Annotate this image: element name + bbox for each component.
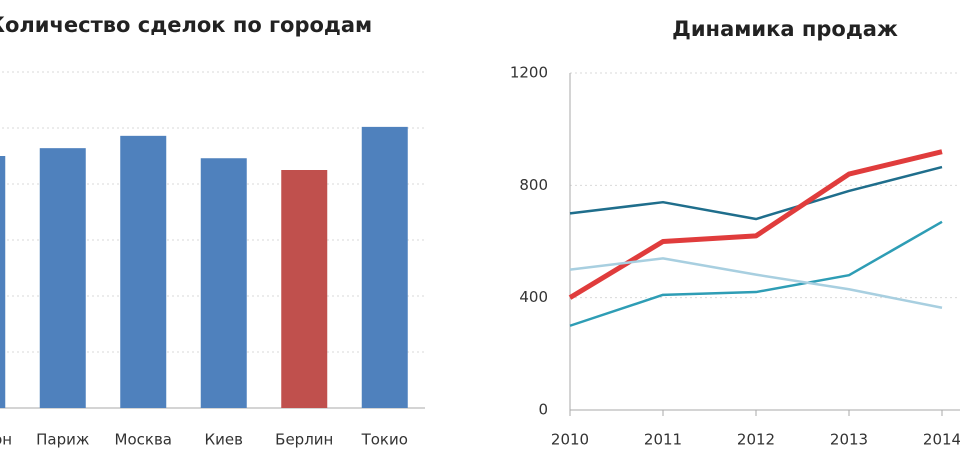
bar	[120, 135, 167, 408]
line-series	[569, 257, 943, 310]
x-tick-label: Берлин	[275, 431, 333, 449]
y-tick-label: 1200	[510, 64, 548, 82]
chart-title: Количество сделок по городам	[0, 13, 372, 37]
x-tick-label: Москва	[115, 431, 172, 449]
y-tick-label: 0	[538, 401, 548, 419]
x-tick-label: 2011	[644, 431, 682, 449]
chart-title: Динамика продаж	[672, 17, 898, 41]
x-tick-label: 2013	[830, 431, 868, 449]
bar	[39, 148, 86, 408]
x-tick-label: 2014	[923, 431, 960, 449]
x-tick-label: Токио	[361, 431, 408, 449]
bar	[200, 158, 247, 408]
line-series	[569, 220, 943, 327]
x-tick-label: 2012	[737, 431, 775, 449]
bar	[281, 170, 328, 408]
bar	[0, 156, 6, 408]
line-series	[569, 165, 943, 221]
bar	[361, 126, 408, 408]
y-tick-label: 400	[519, 288, 548, 306]
x-tick-label: Лондон	[0, 431, 12, 449]
line-series	[568, 149, 943, 300]
x-tick-label: Париж	[36, 431, 89, 449]
y-tick-label: 800	[519, 176, 548, 194]
x-tick-label: 2010	[551, 431, 589, 449]
x-tick-label: Киев	[205, 431, 243, 449]
